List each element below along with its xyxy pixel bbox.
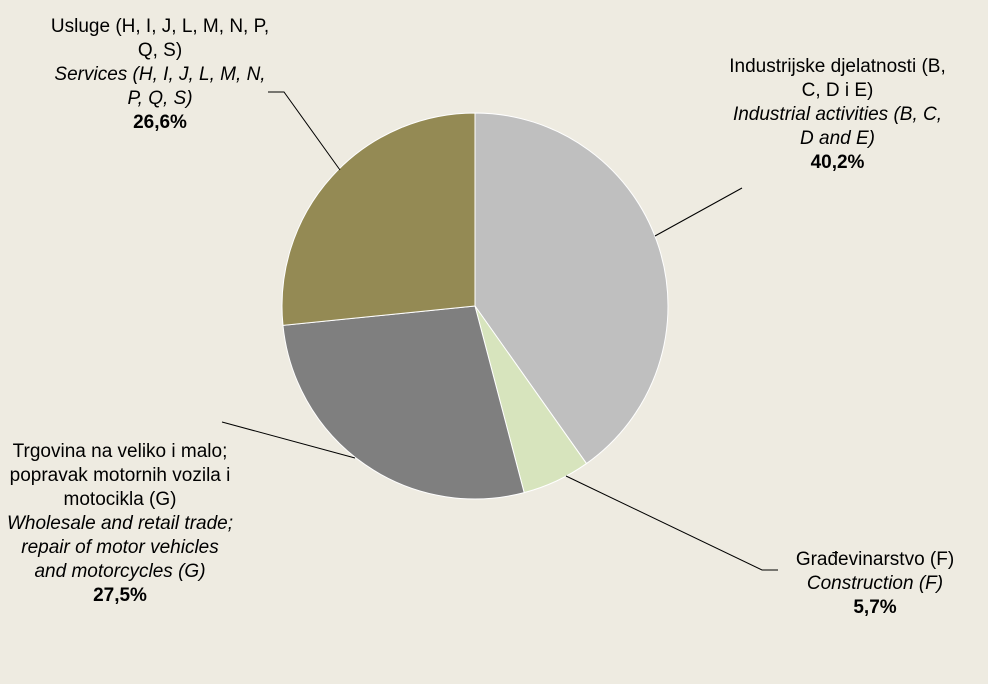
slice-label: Usluge (H, I, J, L, M, N, P, Q, S) Servi…	[50, 15, 270, 135]
leader-lines	[221, 91, 778, 571]
label-text: Industrijske djelatnosti (B, C, D i E)	[729, 56, 946, 101]
leader-line	[565, 475, 778, 571]
leader-line	[654, 187, 743, 237]
label-text: Građevinarstvo (F)	[795, 549, 955, 570]
leader-line	[268, 91, 341, 171]
value-label: 40,2%	[810, 152, 865, 173]
label-text-en: Construction (F)	[806, 573, 944, 594]
slice-label: Građevinarstvo (F) Construction (F) 5,7%	[760, 548, 988, 620]
slice-label: Industrijske djelatnosti (B, C, D i E) I…	[725, 55, 950, 175]
label-text: Usluge (H, I, J, L, M, N, P, Q, S)	[50, 16, 270, 61]
pie-slice	[282, 305, 525, 500]
value-label: 5,7%	[853, 597, 897, 618]
label-text-en: Wholesale and retail trade; repair of mo…	[6, 513, 233, 582]
slice-label: Trgovina na veliko i malo; popravak moto…	[5, 440, 235, 608]
label-text-en: Services (H, I, J, L, M, N, P, Q, S)	[54, 64, 266, 109]
leader-line	[221, 421, 356, 459]
label-text: Trgovina na veliko i malo; popravak moto…	[9, 441, 231, 510]
pie-slice	[281, 112, 476, 326]
value-label: 26,6%	[133, 112, 187, 133]
pie-slice	[474, 112, 669, 465]
label-text-en: Industrial activities (B, C, D and E)	[732, 104, 943, 149]
value-label: 27,5%	[93, 585, 147, 606]
